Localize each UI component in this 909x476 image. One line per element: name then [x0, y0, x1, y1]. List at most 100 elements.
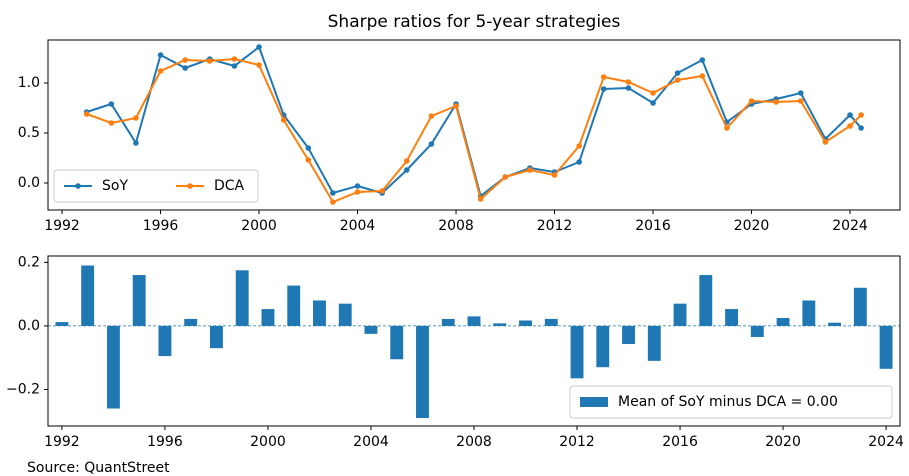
point [650, 90, 656, 96]
y-tick-label: 1.0 [18, 75, 40, 91]
legend-label: DCA [214, 178, 245, 194]
bar [364, 325, 378, 334]
point [256, 44, 262, 50]
point [822, 139, 829, 145]
point [182, 57, 188, 63]
x-tick-label: 2020 [734, 218, 770, 234]
point [797, 90, 804, 96]
x-tick-label: 2012 [559, 434, 595, 450]
point [748, 98, 755, 104]
point [157, 68, 164, 74]
point [847, 112, 853, 118]
point [428, 113, 435, 119]
point [502, 174, 509, 180]
x-tick-label: 2004 [340, 218, 376, 234]
point [600, 74, 607, 80]
x-tick-label: 2000 [241, 218, 277, 234]
x-tick-label: 2008 [438, 218, 474, 234]
bar [261, 309, 275, 326]
point [551, 172, 558, 178]
x-tick-label: 2016 [662, 434, 698, 450]
point [576, 159, 582, 165]
x-tick-label: 1996 [147, 434, 183, 450]
point [699, 57, 706, 63]
point [231, 63, 238, 69]
bar [544, 318, 558, 326]
x-tick-label: 2012 [537, 218, 573, 234]
point [354, 189, 361, 195]
point [453, 103, 459, 109]
point [724, 125, 730, 131]
point [625, 79, 632, 85]
bar [81, 265, 95, 326]
source-note: Source: QuantStreet [27, 460, 170, 476]
point [280, 117, 287, 123]
point [477, 196, 484, 202]
y-tick-label: 0.2 [18, 254, 40, 270]
point [403, 167, 410, 173]
x-tick-label: 2004 [353, 434, 389, 450]
y-tick-label: 0.0 [18, 318, 40, 334]
bar [313, 300, 326, 326]
bar [596, 325, 610, 368]
x-tick-label: 2024 [832, 218, 868, 234]
point [527, 167, 533, 173]
point [305, 145, 312, 151]
x-tick-label: 2024 [868, 434, 904, 450]
x-tick-label: 2016 [635, 218, 671, 234]
legend-label: Mean of SoY minus DCA = 0.00 [618, 394, 838, 410]
legend-marker [75, 183, 81, 189]
point [330, 199, 336, 205]
x-tick-label: 1992 [44, 218, 80, 234]
chart-title: Sharpe ratios for 5-year strategies [328, 12, 621, 32]
point [674, 70, 681, 76]
bar [699, 275, 713, 326]
bar [210, 325, 223, 349]
bar [673, 303, 687, 326]
bar [853, 287, 867, 326]
point [231, 56, 238, 62]
y-tick-label: −0.2 [6, 381, 40, 397]
bar [725, 309, 738, 326]
legend-swatch [580, 397, 608, 407]
bar [338, 303, 352, 326]
bar [570, 325, 584, 379]
bar [493, 323, 507, 326]
point [625, 85, 632, 91]
bar [647, 325, 661, 361]
bar [519, 320, 532, 326]
bar [235, 270, 249, 326]
point [674, 77, 681, 83]
point [600, 86, 607, 92]
bar [776, 317, 790, 326]
bar [441, 318, 455, 326]
point [858, 125, 864, 131]
bar [106, 325, 120, 409]
point [773, 99, 779, 105]
point [379, 188, 385, 194]
bar [132, 275, 146, 326]
point [428, 141, 435, 147]
point [108, 120, 115, 126]
x-tick-label: 2020 [765, 434, 801, 450]
point [108, 101, 115, 107]
bar [390, 325, 404, 360]
plot-frame [47, 255, 901, 427]
plot-frame [47, 39, 901, 211]
point [83, 111, 90, 117]
point [354, 183, 361, 189]
x-tick-label: 2000 [250, 434, 286, 450]
y-tick-label: 0.0 [18, 175, 40, 191]
legend-box [569, 385, 893, 419]
bar [287, 285, 301, 326]
x-tick-label: 1996 [143, 218, 179, 234]
point [330, 190, 336, 196]
bar [622, 325, 635, 345]
legend-marker [187, 183, 193, 189]
y-tick-label: 0.5 [18, 125, 40, 141]
bar [750, 325, 764, 338]
point [858, 112, 864, 118]
legend-label: SoY [102, 178, 128, 194]
point [206, 58, 213, 64]
